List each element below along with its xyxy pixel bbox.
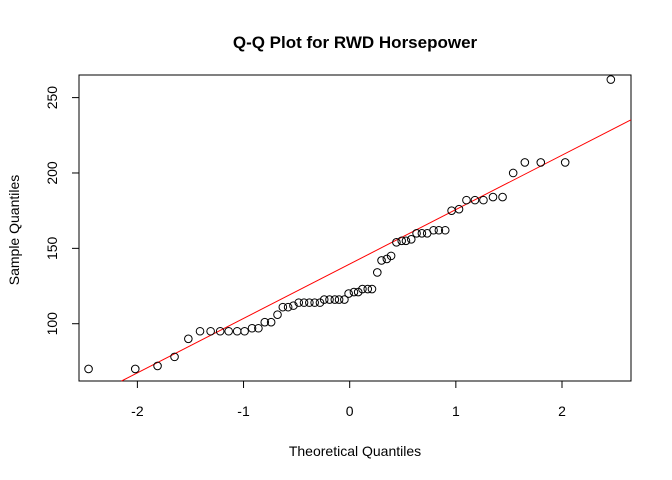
data-point <box>254 323 263 333</box>
data-point <box>429 225 438 235</box>
data-point <box>240 326 249 336</box>
data-point <box>315 298 325 307</box>
y-tick-label: 100 <box>44 312 60 336</box>
data-point <box>84 364 93 374</box>
reference-line <box>121 119 632 382</box>
data-point <box>289 301 298 310</box>
data-point <box>215 326 225 336</box>
data-point <box>130 364 140 374</box>
data-point <box>344 289 353 298</box>
data-point <box>340 295 349 304</box>
x-axis: -2 -1 0 1 2 <box>131 380 566 419</box>
data-point <box>153 361 162 371</box>
x-axis-label: Theoretical Quantiles <box>289 443 421 459</box>
data-point <box>294 298 304 307</box>
data-point <box>353 287 363 297</box>
data-point <box>372 268 382 277</box>
y-tick-label: 250 <box>44 86 60 110</box>
x-tick-label: 0 <box>346 403 354 419</box>
data-point <box>330 295 340 304</box>
x-tick-label: 1 <box>452 403 460 419</box>
data-point <box>170 352 179 362</box>
data-point <box>470 195 480 205</box>
data-point <box>454 204 464 214</box>
x-tick-label: -1 <box>237 403 250 419</box>
data-point <box>488 192 498 202</box>
x-tick-label: 2 <box>558 403 566 419</box>
data-point <box>224 326 233 336</box>
data-point <box>334 295 344 304</box>
y-axis-label: Sample Quantiles <box>6 175 22 286</box>
data-point <box>283 302 293 312</box>
data-point <box>498 192 507 202</box>
data-point <box>310 298 319 307</box>
data-point <box>536 158 546 167</box>
data-point <box>260 317 270 327</box>
plot-frame <box>78 74 632 382</box>
data-point <box>397 236 407 246</box>
data-point <box>417 228 427 238</box>
data-point <box>247 323 257 333</box>
data-point <box>299 298 309 307</box>
data-point <box>305 298 314 307</box>
y-axis: 100 150 200 250 <box>44 86 80 336</box>
data-point <box>325 295 334 304</box>
data-point <box>560 158 570 167</box>
data-point <box>358 284 367 294</box>
data-point <box>412 228 421 238</box>
data-point <box>232 326 242 336</box>
data-point <box>392 238 401 247</box>
data-point <box>266 317 276 327</box>
y-tick-label: 150 <box>44 236 60 260</box>
data-point <box>479 195 488 205</box>
data-point <box>377 256 386 265</box>
data-point <box>382 254 392 264</box>
data-point <box>520 158 530 167</box>
data-point <box>386 251 396 261</box>
data-point <box>319 295 329 304</box>
data-point <box>363 284 373 294</box>
data-point <box>206 326 215 336</box>
data-point <box>401 236 411 246</box>
data-point <box>462 195 471 205</box>
data-point <box>278 302 288 312</box>
chart-title: Q-Q Plot for RWD Horsepower <box>233 33 478 52</box>
data-point <box>406 235 416 244</box>
data-point <box>606 75 616 84</box>
data-point <box>195 326 205 336</box>
data-point <box>434 225 444 235</box>
data-point <box>273 310 282 319</box>
x-tick-label: -2 <box>131 403 144 419</box>
data-point <box>367 284 377 294</box>
data-point <box>349 287 359 297</box>
data-point <box>508 168 518 178</box>
data-point <box>440 225 450 235</box>
data-points <box>84 75 616 374</box>
y-tick-label: 200 <box>44 161 60 185</box>
data-point <box>184 334 193 344</box>
